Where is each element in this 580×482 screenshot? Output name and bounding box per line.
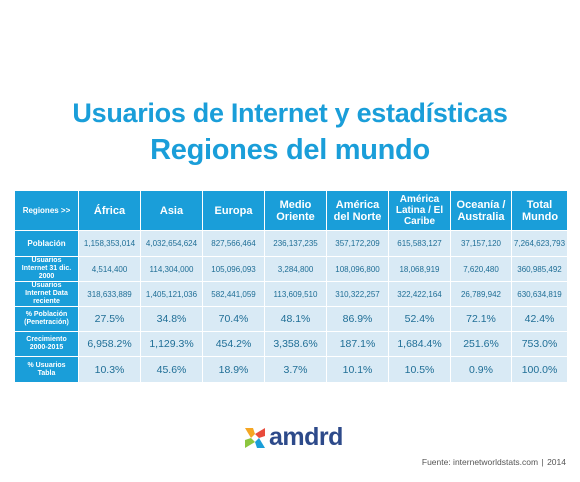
table-cell: 615,583,127	[388, 230, 451, 257]
table-cell: 108,096,800	[326, 256, 389, 282]
row-label: Usuarios Internet 31 dic. 2000	[14, 256, 79, 282]
table-cell: 630,634,819	[511, 281, 568, 307]
table-cell: 4,514,400	[78, 256, 141, 282]
logo-text: amdrd	[269, 423, 343, 451]
table-cell: 52.4%	[388, 306, 451, 332]
table-cell: 1,129.3%	[140, 331, 203, 357]
table-cell: 70.4%	[202, 306, 265, 332]
table-cell: 1,684.4%	[388, 331, 451, 357]
row-label: Usuarios Internet Data reciente	[14, 281, 79, 307]
source-separator: |	[541, 457, 544, 467]
table-cell: 322,422,164	[388, 281, 451, 307]
table-cell: 251.6%	[450, 331, 512, 357]
row-label: Población	[14, 230, 79, 257]
table-cell: 827,566,464	[202, 230, 265, 257]
table-row: Usuarios Internet Data reciente 318,633,…	[14, 281, 568, 307]
table-cell: 37,157,120	[450, 230, 512, 257]
table-cell: 3.7%	[264, 356, 327, 383]
col-header: América Latina / El Caribe	[388, 190, 451, 231]
table-cell: 357,172,209	[326, 230, 389, 257]
table-cell: 1,405,121,036	[140, 281, 203, 307]
page-subtitle: Regiones del mundo	[150, 134, 430, 166]
table-row: Población 1,158,353,014 4,032,654,624 82…	[14, 230, 568, 257]
table-cell: 18,068,919	[388, 256, 451, 282]
corner-header: Regiones >>	[14, 190, 79, 231]
col-header: Oceanía / Australia	[450, 190, 512, 231]
pinwheel-logo-icon	[245, 427, 265, 448]
page-title: Usuarios de Internet y estadísticas	[72, 98, 508, 128]
table-cell: 1,158,353,014	[78, 230, 141, 257]
col-header: Medio Oriente	[264, 190, 327, 231]
table-row: % Usuarios Tabla 10.3% 45.6% 18.9% 3.7% …	[14, 356, 568, 383]
table-cell: 7,620,480	[450, 256, 512, 282]
table-cell: 10.5%	[388, 356, 451, 383]
table-cell: 72.1%	[450, 306, 512, 332]
table-row: Crecimiento 2000-2015 6,958.2% 1,129.3% …	[14, 331, 568, 357]
col-header: Asia	[140, 190, 203, 231]
table-cell: 6,958.2%	[78, 331, 141, 357]
table-cell: 3,284,800	[264, 256, 327, 282]
table-cell: 48.1%	[264, 306, 327, 332]
table-cell: 582,441,059	[202, 281, 265, 307]
table-cell: 4,032,654,624	[140, 230, 203, 257]
row-label: % Población (Penetración)	[14, 306, 79, 332]
table-header-row: Regiones >> África Asia Europa Medio Ori…	[14, 190, 568, 231]
row-label: % Usuarios Tabla	[14, 356, 79, 383]
table-cell: 100.0%	[511, 356, 568, 383]
table-row: Usuarios Internet 31 dic. 2000 4,514,400…	[14, 256, 568, 282]
table-cell: 236,137,235	[264, 230, 327, 257]
table-cell: 3,358.6%	[264, 331, 327, 357]
table-cell: 187.1%	[326, 331, 389, 357]
table-cell: 360,985,492	[511, 256, 568, 282]
table-cell: 113,609,510	[264, 281, 327, 307]
table-cell: 114,304,000	[140, 256, 203, 282]
table-cell: 318,633,889	[78, 281, 141, 307]
table-cell: 454.2%	[202, 331, 265, 357]
table-cell: 86.9%	[326, 306, 389, 332]
table-cell: 42.4%	[511, 306, 568, 332]
table-row: % Población (Penetración) 27.5% 34.8% 70…	[14, 306, 568, 332]
table-cell: 45.6%	[140, 356, 203, 383]
table-cell: 26,789,942	[450, 281, 512, 307]
row-label: Crecimiento 2000-2015	[14, 331, 79, 357]
source-credit: Fuente: internetworldstats.com | 2014	[422, 457, 566, 467]
col-header: América del Norte	[326, 190, 389, 231]
col-header: África	[78, 190, 141, 231]
table-cell: 10.1%	[326, 356, 389, 383]
stats-table: Regiones >> África Asia Europa Medio Ori…	[14, 190, 568, 383]
table-cell: 753.0%	[511, 331, 568, 357]
table-cell: 310,322,257	[326, 281, 389, 307]
table-cell: 105,096,093	[202, 256, 265, 282]
table-cell: 18.9%	[202, 356, 265, 383]
col-header: Europa	[202, 190, 265, 231]
brand-logo: amdrd	[243, 425, 343, 450]
source-year: 2014	[547, 457, 566, 467]
table-cell: 34.8%	[140, 306, 203, 332]
col-header: Total Mundo	[511, 190, 568, 231]
table-cell: 10.3%	[78, 356, 141, 383]
table-cell: 0.9%	[450, 356, 512, 383]
table-cell: 7,264,623,793	[511, 230, 568, 257]
source-text: Fuente: internetworldstats.com	[421, 457, 539, 467]
table-cell: 27.5%	[78, 306, 141, 332]
